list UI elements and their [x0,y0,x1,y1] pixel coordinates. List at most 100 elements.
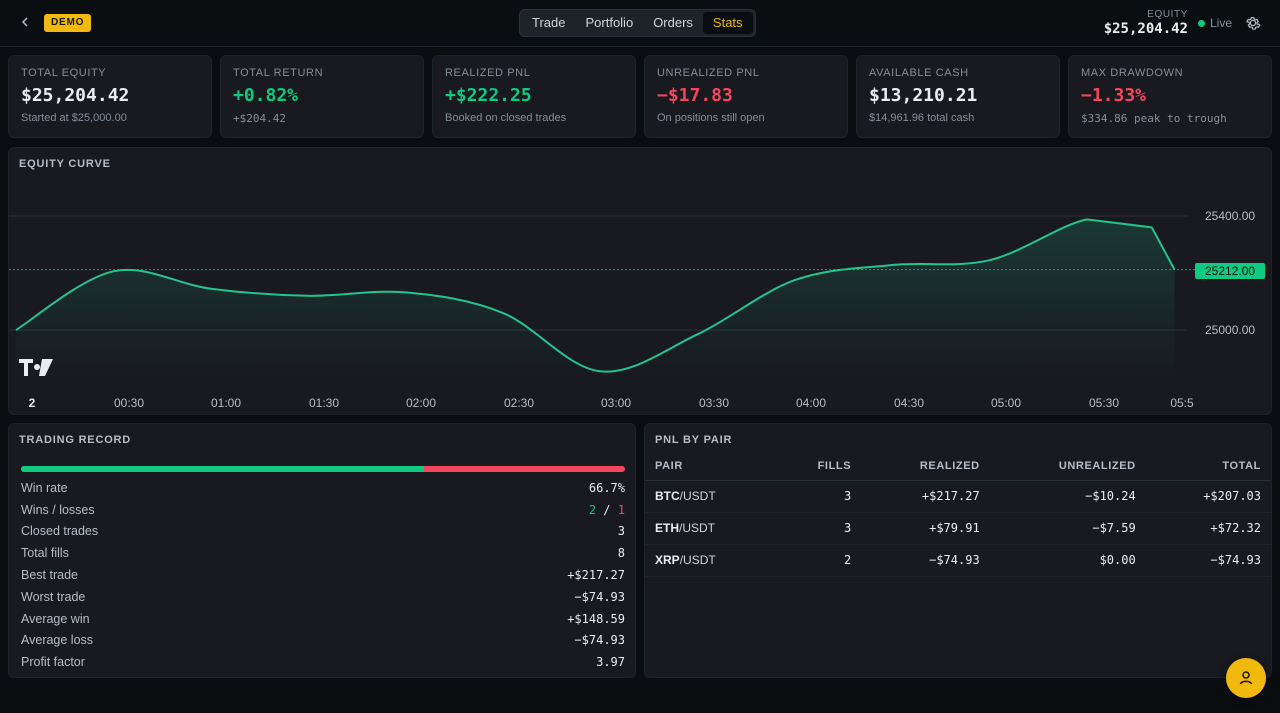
card-sub: Started at $25,000.00 [21,112,127,124]
record-value: 66.7% [588,480,625,495]
pair-cell: ETH/USDT [645,512,775,545]
record-label: Average loss [21,633,94,648]
trading-record-panel: TRADING RECORD Win rate 66.7% Wins / los… [8,423,636,678]
y-tick-label: 25000.00 [1205,323,1255,337]
record-row-wins-losses: Wins / losses 2 / 1 [21,499,625,521]
current-price-tag [1195,263,1265,279]
card-available-cash: AVAILABLE CASH $13,210.21 $14,961.96 tot… [856,55,1060,138]
pnl-table-row[interactable]: BTC/USDT 3 +$217.27 −$10.24 +$207.03 [645,480,1271,513]
realized-cell: −$74.93 [861,544,990,577]
y-tick-label: 25400.00 [1205,209,1255,223]
x-tick-label: 03:30 [699,396,729,410]
back-button[interactable] [14,11,36,33]
record-row-closed-trades: Closed trades 3 [21,521,625,543]
card-value: $25,204.42 [21,85,130,106]
pair-cell: BTC/USDT [645,480,775,513]
record-row-worst-trade: Worst trade −$74.93 [21,586,625,608]
pnl-table-header: PAIR FILLS REALIZED UNREALIZED TOTAL [645,452,1271,481]
card-value: −$17.83 [657,85,733,106]
settings-button[interactable] [1244,14,1262,32]
chevron-left-icon [21,17,28,27]
x-tick-label: 03:00 [601,396,631,410]
pnl-table-row[interactable]: XRP/USDT 2 −$74.93 $0.00 −$74.93 [645,544,1271,577]
card-label: MAX DRAWDOWN [1081,67,1184,79]
tab-stats[interactable]: Stats [702,12,753,34]
pair-base: BTC [655,489,680,503]
tab-trade[interactable]: Trade [532,15,566,30]
record-row-average-win: Average win +$148.59 [21,608,625,630]
col-header-fills[interactable]: FILLS [774,452,862,481]
fills-cell: 2 [774,544,862,577]
card-sub: $14,961.96 total cash [869,112,975,124]
col-header-pair[interactable]: PAIR [645,452,775,481]
pnl-by-pair-panel: PNL BY PAIR PAIR FILLS REALIZED UNREALIZ… [644,423,1272,678]
total-cell: +$207.03 [1145,480,1271,513]
equity-curve-chart[interactable]: 25400.00 25000.00 25212.00 2 00:30 01:00 01… [9,148,1272,415]
record-label: Total fills [21,546,69,561]
fills-cell: 3 [774,512,862,545]
record-label: Worst trade [21,589,86,604]
card-sub: Booked on closed trades [445,112,567,124]
x-tick-label: 05:5 [1170,396,1194,410]
x-tick-label: 04:30 [894,396,924,410]
header-equity: EQUITY $25,204.42 [1104,9,1188,37]
card-sub: $334.86 peak to trough [1081,112,1227,125]
record-value: +$217.27 [567,568,625,583]
card-label: UNREALIZED PNL [657,67,760,79]
x-tick-label: 00:30 [114,396,144,410]
x-tick-label: 05:00 [991,396,1021,410]
equity-value: $25,204.42 [1103,21,1188,37]
x-tick-label: 02:30 [504,396,534,410]
record-label: Wins / losses [21,502,95,517]
record-value: 3 [617,524,625,539]
card-label: AVAILABLE CASH [869,67,969,79]
pair-quote: /USDT [679,489,716,503]
wins-losses-separator: / [603,502,611,517]
unrealized-cell: $0.00 [989,544,1146,577]
equity-area [16,219,1175,378]
card-value: +$222.25 [445,85,532,106]
record-row-total-fills: Total fills 8 [21,542,625,564]
pnl-table-row[interactable]: ETH/USDT 3 +$79.91 −$7.59 +$72.32 [645,512,1271,545]
x-tick-label: 05:30 [1089,396,1119,410]
record-value: −$74.93 [574,633,625,648]
tab-orders[interactable]: Orders [653,15,693,30]
pnl-by-pair-title: PNL BY PAIR [655,434,733,446]
pnl-table: PAIR FILLS REALIZED UNREALIZED TOTAL BTC… [645,452,1271,577]
user-icon [1239,671,1253,685]
card-total-return: TOTAL RETURN +0.82% +$204.42 [220,55,424,138]
card-max-drawdown: MAX DRAWDOWN −1.33% $334.86 peak to trou… [1068,55,1272,138]
record-label: Average win [21,611,90,626]
losses-count: 1 [617,502,625,517]
record-label: Win rate [21,480,68,495]
record-label: Best trade [21,568,78,583]
tradingview-logo-icon [19,359,53,376]
live-dot-icon [1197,19,1205,27]
card-sub: On positions still open [657,112,765,124]
x-tick-label: 01:00 [211,396,241,410]
card-label: TOTAL EQUITY [21,67,107,79]
col-header-total[interactable]: TOTAL [1145,452,1271,481]
x-tick-label: 02:00 [406,396,436,410]
record-value: −$74.93 [574,589,625,604]
current-price-label: 25212.00 [1205,264,1255,278]
demo-badge: DEMO [44,14,92,32]
unrealized-cell: −$7.59 [989,512,1146,545]
equity-label: EQUITY [1147,9,1188,20]
card-realized-pnl: REALIZED PNL +$222.25 Booked on closed t… [432,55,636,138]
total-cell: −$74.93 [1145,544,1271,577]
card-unrealized-pnl: UNREALIZED PNL −$17.83 On positions stil… [644,55,848,138]
card-value: $13,210.21 [869,85,978,106]
top-bar: DEMO Trade Portfolio Orders Stats EQUITY… [0,0,1280,47]
col-header-realized[interactable]: REALIZED [861,452,990,481]
tab-portfolio[interactable]: Portfolio [585,15,634,30]
gear-icon [1246,17,1261,30]
record-row-win-rate: Win rate 66.7% [21,477,625,499]
x-tick-label: 04:00 [796,396,826,410]
account-fab-button[interactable] [1226,658,1266,698]
record-row-average-loss: Average loss −$74.93 [21,630,625,652]
stat-cards: TOTAL EQUITY $25,204.42 Started at $25,0… [8,55,1272,138]
win-rate-bar [21,466,625,472]
card-value: −1.33% [1081,85,1147,106]
col-header-unrealized[interactable]: UNREALIZED [989,452,1146,481]
